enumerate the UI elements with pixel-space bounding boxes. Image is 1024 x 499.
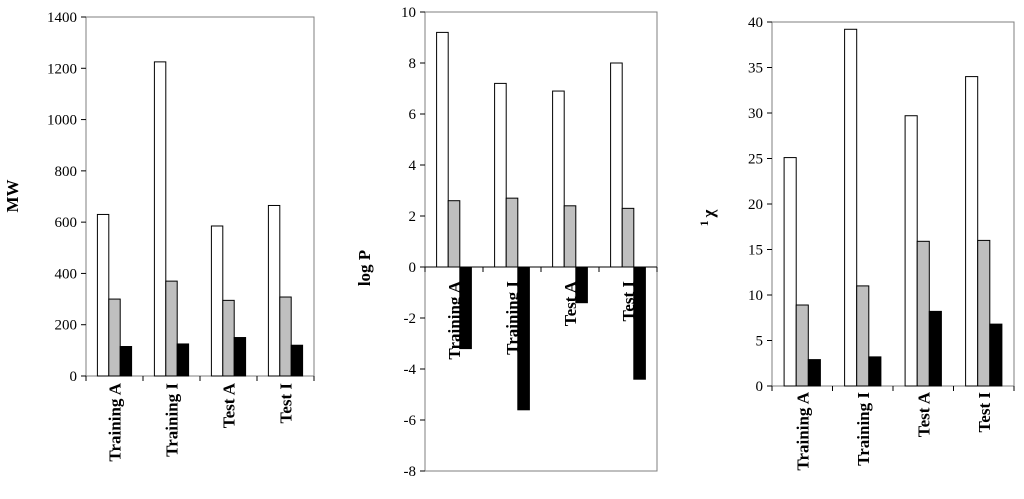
bar — [267, 204, 281, 377]
bar — [494, 82, 507, 268]
bar — [575, 266, 588, 304]
bar — [505, 197, 519, 268]
y-tick-label: 10 — [748, 288, 763, 304]
category-label: Training A — [106, 382, 125, 461]
chart-panel-1: 0 200 400 600 800 1000 1200 1400 Training A Train… — [3, 10, 315, 462]
y-tick-label: 800 — [55, 164, 78, 180]
bar — [977, 239, 991, 387]
category-label: Test A — [914, 391, 933, 437]
bar — [447, 200, 461, 268]
bar — [844, 28, 858, 387]
y-tick-label: 6 — [409, 107, 417, 123]
y-tick-label: 5 — [756, 334, 764, 350]
bar — [233, 337, 247, 377]
bar — [279, 296, 292, 377]
category-label: Test I — [975, 392, 994, 433]
bar — [517, 266, 530, 411]
y-tick-label: -4 — [404, 362, 417, 378]
bar — [783, 157, 797, 387]
y-tick-label: 15 — [748, 243, 763, 259]
category-label: Training A — [445, 280, 464, 359]
bar — [176, 343, 190, 377]
bar — [165, 280, 178, 377]
plot-frame — [424, 11, 658, 472]
y-tick-label: 2 — [409, 209, 417, 225]
bar — [904, 115, 918, 387]
y-tick-label: 0 — [70, 369, 78, 385]
y-tick-label: 400 — [55, 266, 78, 282]
category-label: Test I — [619, 281, 638, 322]
y-tick-label: 35 — [748, 61, 763, 77]
y-tick-label: 10 — [401, 5, 416, 21]
y-tick-label: 1200 — [47, 61, 77, 77]
bar — [856, 285, 870, 387]
bar — [436, 31, 449, 268]
category-label: Training A — [793, 391, 812, 470]
bar — [153, 61, 167, 377]
y-tick-label: 4 — [409, 158, 417, 174]
y-axis-label: MW — [3, 179, 22, 212]
bar — [621, 207, 635, 268]
bar — [210, 225, 224, 377]
y-axis-label: 1χ — [697, 209, 718, 226]
y-axis-label: log P — [355, 250, 374, 286]
bar — [965, 76, 979, 387]
y-tick-label: 0 — [756, 379, 764, 395]
chart-panel-2: -8 -6 -4 -2 0 2 4 6 8 10 Training A Training I Test … — [355, 5, 658, 480]
y-tick-label: 30 — [748, 106, 763, 122]
category-label: Test A — [220, 382, 239, 428]
bar — [795, 304, 809, 387]
y-tick-label: 25 — [748, 152, 763, 168]
bar — [916, 240, 930, 387]
y-tick-label: 8 — [409, 56, 417, 72]
bar — [807, 359, 821, 387]
bar — [459, 266, 472, 350]
category-label: Training I — [854, 392, 873, 466]
bar — [290, 344, 304, 377]
chart-panel-3: 0 5 10 15 20 25 30 35 40 Training A Training I Test… — [697, 15, 1015, 471]
category-label: Training I — [503, 281, 522, 355]
bar — [610, 62, 623, 268]
y-tick-label: 20 — [748, 197, 763, 213]
y-tick-label: 1000 — [47, 113, 77, 129]
bar — [96, 213, 110, 377]
bar — [108, 298, 121, 377]
y-tick-label: -2 — [404, 311, 417, 327]
y-tick-label: -8 — [404, 464, 417, 480]
category-label: Training I — [163, 383, 182, 457]
y-tick-label: -6 — [404, 413, 417, 429]
y-tick-label: 40 — [748, 15, 763, 31]
bar — [928, 310, 942, 387]
bar — [552, 90, 565, 268]
bar — [119, 346, 133, 377]
category-label: Test I — [277, 383, 296, 424]
bar — [989, 323, 1003, 387]
bar — [868, 356, 882, 387]
y-tick-label: 600 — [55, 215, 78, 231]
y-tick-label: 1400 — [47, 10, 77, 26]
bar — [563, 205, 577, 268]
category-label: Test A — [561, 280, 580, 326]
y-tick-label: 200 — [55, 318, 78, 334]
y-tick-label: 0 — [409, 260, 417, 276]
bar — [633, 266, 646, 380]
bar — [222, 299, 235, 377]
